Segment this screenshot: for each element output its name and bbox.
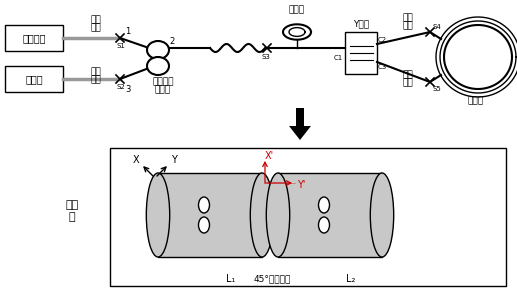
Text: 探测器: 探测器 (25, 74, 43, 84)
Bar (5, 25, 63, 51)
Text: 器: 器 (69, 212, 75, 222)
Ellipse shape (146, 173, 170, 257)
Text: S5: S5 (433, 86, 442, 92)
Text: 宿谱光源: 宿谱光源 (22, 33, 45, 43)
Text: S3: S3 (262, 54, 270, 60)
Text: S2: S2 (117, 84, 126, 90)
Ellipse shape (147, 57, 169, 75)
Bar (5, 66, 63, 92)
Text: Y: Y (171, 155, 177, 165)
Text: 3: 3 (125, 84, 131, 94)
Ellipse shape (199, 197, 209, 213)
Text: L₁: L₁ (226, 274, 235, 284)
Text: 尾纤: 尾纤 (403, 22, 414, 30)
Text: 45°对轴燕接: 45°对轴燕接 (253, 275, 291, 283)
Text: L₂: L₂ (346, 274, 356, 284)
Bar (158, 173, 262, 257)
Text: X': X' (264, 151, 273, 161)
Ellipse shape (318, 217, 329, 233)
Bar (110, 148, 506, 286)
Text: 消偶器: 消偶器 (289, 6, 305, 14)
Ellipse shape (147, 41, 169, 59)
Text: 耦合器: 耦合器 (155, 86, 171, 94)
Ellipse shape (199, 217, 209, 233)
Ellipse shape (250, 173, 273, 257)
Text: 光纤环: 光纤环 (468, 96, 484, 106)
Text: 保偶: 保偶 (403, 14, 414, 22)
Text: 2: 2 (170, 37, 175, 45)
Text: Y': Y' (297, 180, 305, 190)
Text: 尾纤: 尾纤 (403, 78, 414, 88)
Ellipse shape (318, 197, 329, 213)
Text: 尾纤: 尾纤 (90, 76, 101, 84)
Bar (278, 173, 382, 257)
Bar (345, 32, 377, 74)
Ellipse shape (266, 173, 290, 257)
Text: 尾纤: 尾纤 (90, 24, 101, 32)
Bar (296, 108, 304, 126)
Text: 1: 1 (126, 27, 131, 35)
Polygon shape (289, 126, 311, 140)
Ellipse shape (370, 173, 394, 257)
Text: 单模光纤: 单模光纤 (152, 78, 174, 86)
Text: 消偶: 消偶 (65, 200, 79, 210)
Text: X: X (133, 155, 139, 165)
Text: 单模: 单模 (90, 68, 101, 76)
Text: S4: S4 (433, 24, 442, 30)
Text: 单模: 单模 (90, 16, 101, 24)
Text: C2: C2 (377, 37, 387, 43)
Text: S1: S1 (116, 43, 126, 49)
Text: C1: C1 (333, 55, 343, 61)
Text: C3: C3 (377, 64, 387, 70)
Text: 保偶: 保偶 (403, 71, 414, 79)
Text: Y波导: Y波导 (353, 19, 369, 29)
